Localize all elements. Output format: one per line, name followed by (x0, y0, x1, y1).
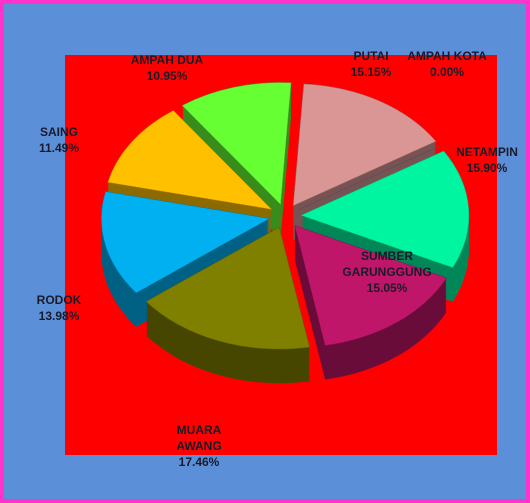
category-label: MUARA AWANG (176, 423, 222, 453)
slice-top (107, 110, 273, 210)
data-label: SUMBER GARUNGGUNG 15.05% (342, 248, 432, 296)
value-label: 13.98% (38, 309, 80, 323)
slice-top (292, 83, 437, 207)
category-label: RODOK (36, 293, 82, 307)
slice-side (298, 151, 442, 216)
value-label: 11.49% (38, 141, 80, 155)
data-label: SAING 11.49% (4, 124, 114, 156)
data-label: MUARA AWANG 17.46% (164, 422, 234, 470)
category-label: SAING (39, 125, 78, 139)
value-label: 10.95% (146, 69, 188, 83)
pie-slice (101, 191, 271, 327)
category-label: AMPAH DUA (130, 53, 204, 67)
pie-slice (145, 226, 310, 384)
slice-top (101, 191, 271, 294)
category-label: AMPAH KOTA (407, 49, 487, 63)
value-label: 15.90% (466, 161, 508, 175)
pie-slice (300, 150, 470, 302)
category-label: NETAMPIN (456, 145, 518, 159)
data-label: AMPAH DUA 10.95% (112, 52, 222, 84)
value-label: 15.05% (366, 281, 408, 295)
slice-top (145, 226, 310, 350)
value-label: 15.15% (350, 65, 392, 79)
data-label: PUTAI 15.15% (316, 48, 426, 80)
data-label: NETAMPIN 15.90% (432, 144, 530, 176)
slice-top (294, 225, 447, 346)
slice-side (298, 149, 442, 214)
slice-side (298, 147, 442, 212)
slice-top (300, 150, 470, 268)
category-label: PUTAI (353, 49, 389, 63)
pie-slice (107, 110, 273, 244)
chart (65, 55, 497, 455)
data-label: RODOK 13.98% (4, 292, 114, 324)
data-label: AMPAH KOTA 0.00% (392, 48, 502, 80)
category-label: SUMBER GARUNGGUNG (342, 249, 432, 279)
pie-slice (294, 225, 447, 380)
value-label: 0.00% (429, 65, 465, 79)
value-label: 17.46% (178, 455, 220, 469)
slice-top (181, 82, 292, 206)
pie-slice (181, 82, 292, 239)
